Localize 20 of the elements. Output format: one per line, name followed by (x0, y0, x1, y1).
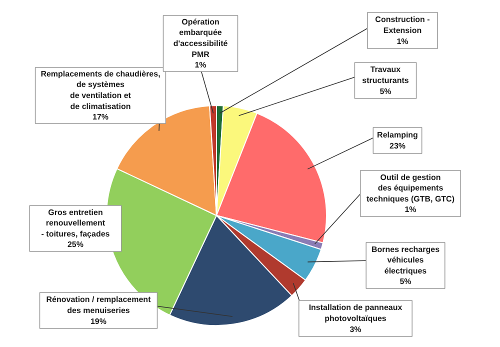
data-label: 5% (380, 86, 392, 96)
slice-label: Opération embarquée d'accessibilité PMR (173, 17, 228, 59)
slice-label: Outil de gestion des équipements techniques (GTB, GTC) (366, 172, 455, 204)
data-label: 25% (67, 240, 84, 250)
slice-label: Installation de panneaux photovoltaïques (308, 303, 403, 323)
slice-label: Rénovation / remplacement des menuiseries (46, 295, 152, 315)
data-label: 3% (350, 324, 362, 334)
data-label: 17% (92, 112, 109, 122)
data-label: 1% (396, 36, 408, 46)
data-label: 5% (400, 277, 412, 286)
slice-label: Remplacements de chaudières, de systèmes de ventilation et de climatisation (40, 69, 160, 111)
slice-label: Travaux structurants (362, 65, 410, 85)
slice-label: Relamping (377, 130, 418, 140)
data-label: 23% (389, 141, 406, 150)
data-label: 1% (404, 205, 416, 214)
slice-label: Construction - Extension (375, 15, 430, 35)
slice-label: Gros entretien renouvellement - toitures, façades (41, 208, 110, 238)
data-label: 1% (194, 60, 206, 70)
slice-label: Bornes recharges véhicules électriques (371, 244, 440, 276)
data-label: 19% (90, 316, 107, 326)
